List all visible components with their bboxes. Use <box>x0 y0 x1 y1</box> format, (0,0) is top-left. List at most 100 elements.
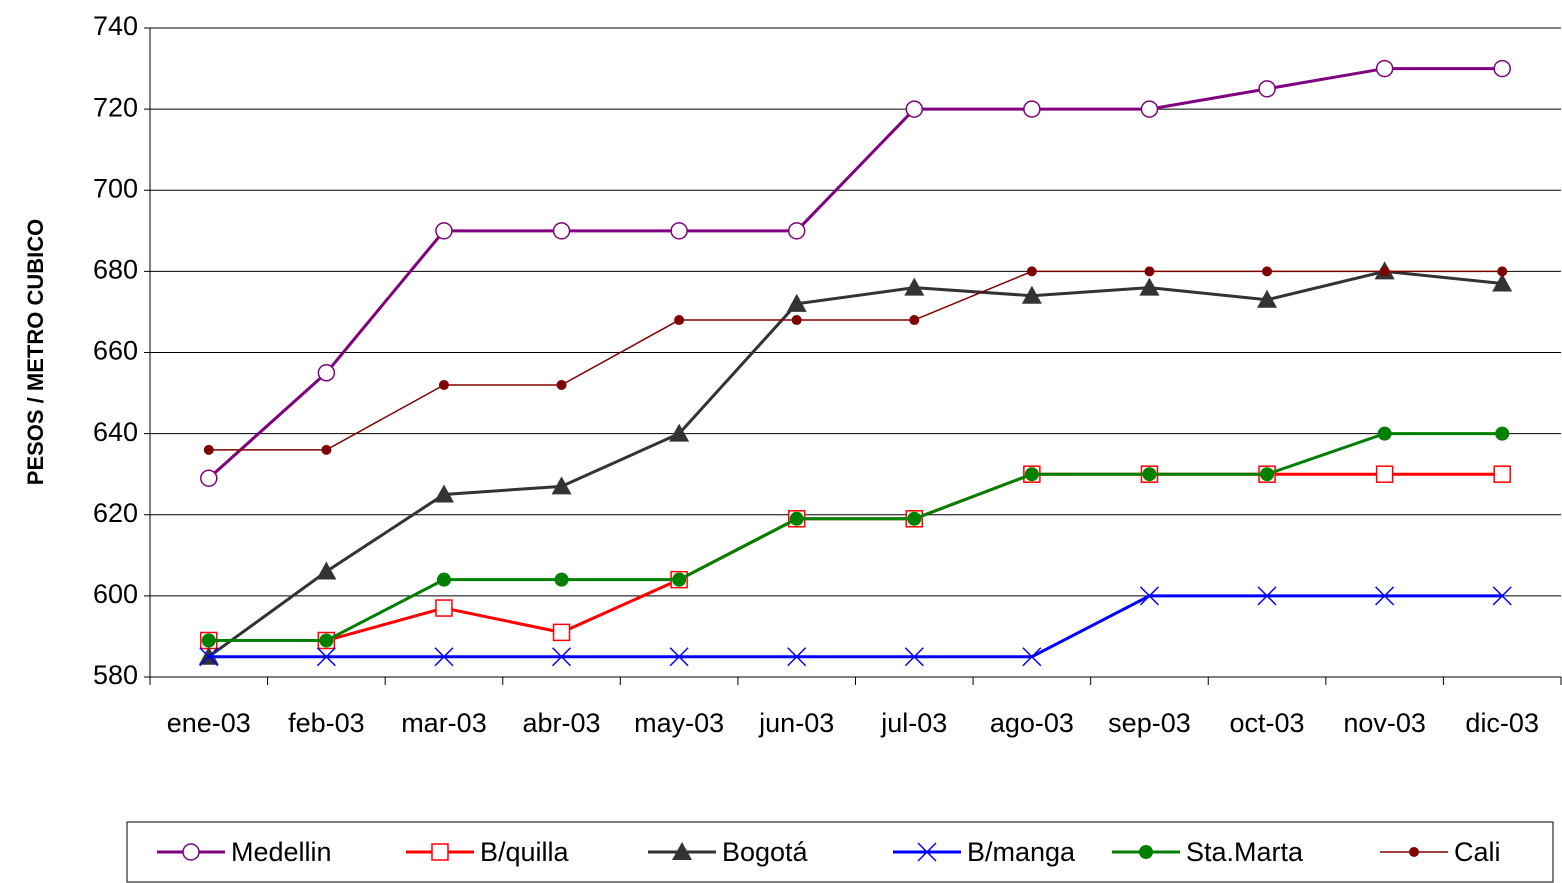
point <box>1260 467 1275 482</box>
point <box>905 100 924 118</box>
x-tick-label: jun-03 <box>758 708 834 738</box>
y-tick-label: 620 <box>93 498 138 528</box>
legend-label: Medellin <box>231 837 332 867</box>
y-tick-label: 580 <box>93 660 138 690</box>
point <box>1139 277 1160 296</box>
legend-box <box>126 821 1554 883</box>
point <box>435 222 453 240</box>
point <box>203 444 214 455</box>
point <box>1375 59 1394 78</box>
point <box>552 647 572 667</box>
x-tick-label: jul-03 <box>880 708 947 738</box>
x-tick-label: sep-03 <box>1108 708 1191 738</box>
point <box>789 511 804 526</box>
legend-marker <box>672 842 692 860</box>
point <box>199 647 219 667</box>
point <box>200 469 218 487</box>
x-tick-label: may-03 <box>634 708 724 738</box>
point <box>554 572 569 587</box>
point <box>670 222 688 240</box>
series-line <box>208 472 1503 642</box>
x-tick-label: dic-03 <box>1465 708 1539 738</box>
point <box>1257 289 1278 308</box>
point <box>435 599 453 617</box>
x-tick-label: oct-03 <box>1230 708 1305 738</box>
point <box>551 476 572 495</box>
y-tick-label: 660 <box>93 336 138 366</box>
point <box>1026 266 1037 277</box>
point <box>1375 586 1395 606</box>
point <box>438 379 449 390</box>
point <box>1142 467 1157 482</box>
y-tick-label: 740 <box>93 11 138 41</box>
x-tick-label: ene-03 <box>167 708 251 738</box>
point <box>433 484 454 503</box>
legend-label: Cali <box>1454 837 1501 867</box>
point <box>1144 266 1155 277</box>
point <box>317 364 336 382</box>
point <box>1024 467 1039 482</box>
point <box>319 633 334 648</box>
series-line <box>208 432 1503 642</box>
point <box>669 423 690 442</box>
point <box>556 379 567 390</box>
point <box>1493 59 1511 78</box>
point <box>552 222 571 240</box>
point <box>434 647 454 667</box>
x-tick-label: feb-03 <box>288 708 365 738</box>
y-tick-label: 680 <box>93 255 138 285</box>
point <box>669 647 689 667</box>
y-tick-label: 700 <box>93 173 138 203</box>
point <box>1495 426 1510 441</box>
y-tick-label: 600 <box>93 579 138 609</box>
legend-label: Sta.Marta <box>1186 837 1304 867</box>
y-axis-label: PESOS / METRO CUBICO <box>23 219 48 485</box>
point <box>674 315 685 326</box>
point <box>1023 100 1041 118</box>
point <box>201 633 216 648</box>
point <box>904 647 924 667</box>
point <box>1492 273 1513 292</box>
point <box>321 444 332 455</box>
legend-marker <box>182 843 200 861</box>
legend-marker <box>431 843 449 861</box>
point <box>1493 465 1511 483</box>
point <box>1139 586 1159 606</box>
series-line <box>207 269 1503 658</box>
x-tick-label: abr-03 <box>523 708 601 738</box>
point <box>786 293 807 312</box>
point <box>1262 266 1273 277</box>
legend-marker <box>917 842 937 862</box>
y-tick-label: 720 <box>93 92 138 122</box>
legend-marker <box>1139 845 1153 859</box>
legend-label: Bogotá <box>722 837 809 867</box>
x-tick-label: ago-03 <box>990 708 1074 738</box>
point <box>436 572 451 587</box>
point <box>1379 266 1390 277</box>
point <box>791 315 802 326</box>
point <box>1258 80 1276 98</box>
point <box>787 647 807 667</box>
point <box>787 222 806 240</box>
point <box>909 315 920 326</box>
point <box>316 647 336 667</box>
x-tick-label: mar-03 <box>401 708 487 738</box>
point <box>552 623 571 642</box>
point <box>1375 465 1394 483</box>
y-tick-label: 640 <box>93 417 138 447</box>
point <box>1497 266 1508 277</box>
point <box>1022 647 1042 667</box>
series-line <box>207 67 1503 480</box>
series-line <box>208 270 1503 451</box>
legend-label: B/manga <box>967 837 1076 867</box>
point <box>907 511 922 526</box>
x-tick-label: nov-03 <box>1343 708 1426 738</box>
point <box>316 561 337 580</box>
legend-marker <box>1409 847 1419 857</box>
series-line <box>208 594 1503 659</box>
point <box>1140 100 1159 118</box>
point <box>1377 426 1392 441</box>
point <box>672 572 687 587</box>
point <box>1492 586 1512 606</box>
